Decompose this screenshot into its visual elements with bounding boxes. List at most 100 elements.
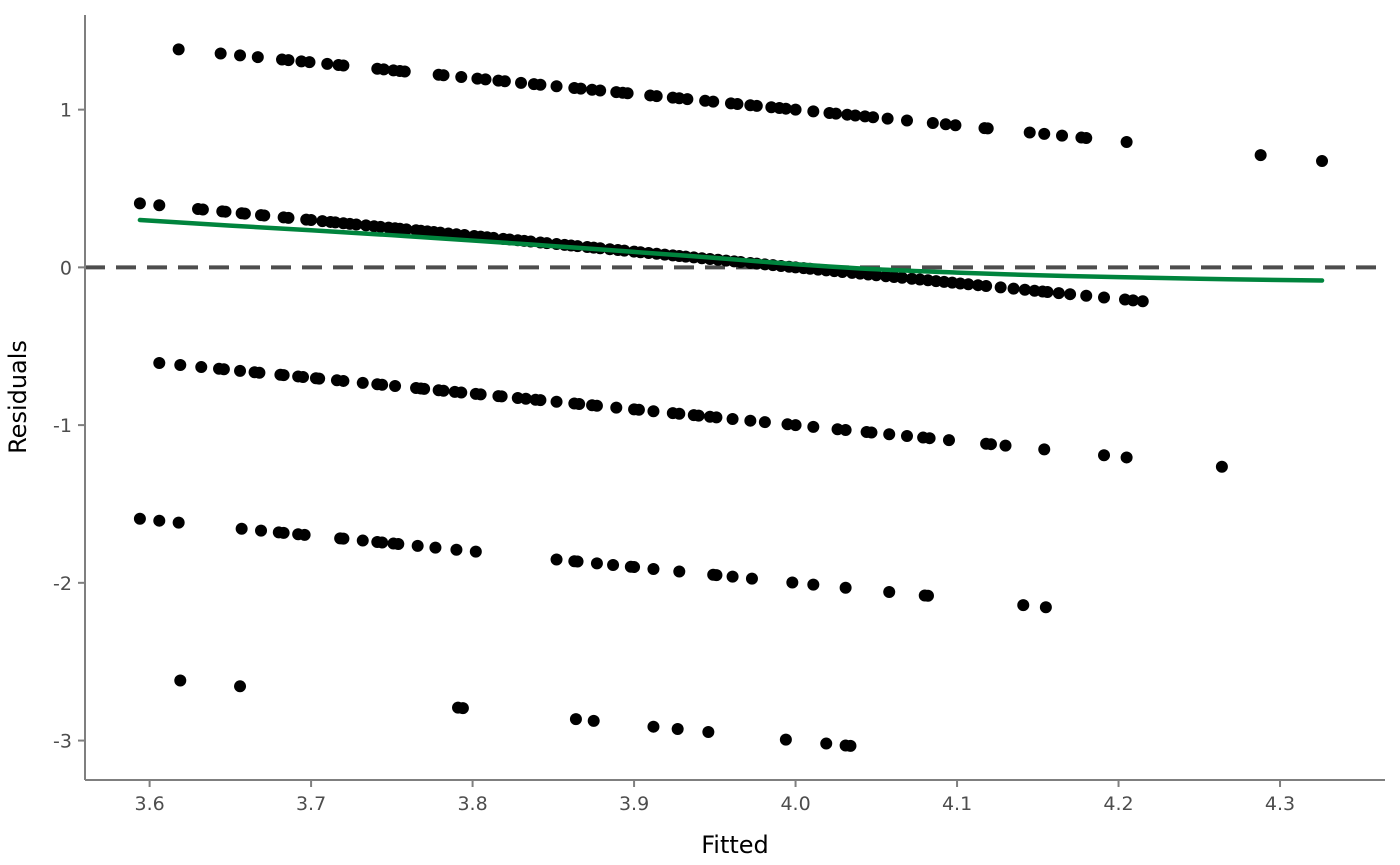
- data-point: [881, 112, 894, 125]
- data-point: [807, 420, 820, 433]
- data-point: [550, 395, 563, 408]
- data-point: [981, 122, 994, 135]
- data-point: [474, 388, 487, 401]
- data-point: [702, 726, 715, 739]
- data-point: [610, 401, 623, 414]
- data-point: [984, 438, 997, 451]
- data-point: [750, 99, 763, 112]
- data-point: [455, 70, 468, 83]
- data-point: [671, 723, 684, 736]
- data-point: [234, 680, 247, 693]
- data-point: [594, 84, 607, 97]
- data-point: [707, 95, 720, 108]
- data-point: [313, 372, 326, 385]
- data-point: [921, 589, 934, 602]
- data-point: [411, 539, 424, 552]
- data-point: [1136, 295, 1149, 308]
- data-point: [153, 356, 166, 369]
- x-tick-label: 3.7: [296, 793, 326, 815]
- data-point: [1018, 283, 1031, 296]
- x-tick-label: 4.2: [1103, 793, 1133, 815]
- data-point: [321, 57, 334, 70]
- data-point: [418, 382, 431, 395]
- data-point: [429, 541, 442, 554]
- data-point: [1038, 127, 1051, 140]
- y-tick-label: 1: [60, 100, 72, 122]
- points-layer: [133, 43, 1329, 752]
- data-point: [376, 378, 389, 391]
- data-point: [1120, 451, 1133, 464]
- data-point: [515, 76, 528, 89]
- data-point: [251, 51, 264, 64]
- data-point: [710, 569, 723, 582]
- data-point: [356, 376, 369, 389]
- data-point: [1098, 449, 1111, 462]
- data-point: [573, 397, 586, 410]
- axes-layer: [84, 15, 1385, 781]
- data-point: [779, 733, 792, 746]
- data-point: [377, 63, 390, 76]
- data-point: [282, 211, 295, 224]
- x-tick-label: 3.6: [134, 793, 164, 815]
- data-point: [867, 111, 880, 124]
- data-point: [437, 69, 450, 82]
- data-point: [849, 109, 862, 122]
- data-point: [234, 49, 247, 62]
- data-point: [1038, 443, 1051, 456]
- data-point: [829, 107, 842, 120]
- data-point: [498, 75, 511, 88]
- x-tick-label: 4.1: [942, 793, 972, 815]
- data-point: [883, 585, 896, 598]
- data-point: [376, 536, 389, 549]
- data-point: [479, 73, 492, 86]
- data-point: [258, 209, 271, 222]
- y-axis-title: Residuals: [4, 340, 32, 454]
- data-point: [392, 538, 405, 551]
- data-point: [337, 59, 350, 72]
- x-tick-label: 4.3: [1265, 793, 1295, 815]
- data-point: [980, 279, 993, 292]
- data-point: [1017, 599, 1030, 612]
- data-point: [692, 409, 705, 422]
- data-point: [235, 522, 248, 535]
- data-point: [238, 207, 251, 220]
- x-tick-label: 3.9: [619, 793, 649, 815]
- data-point: [356, 534, 369, 547]
- data-point: [195, 361, 208, 374]
- data-point: [900, 429, 913, 442]
- data-point: [779, 102, 792, 115]
- data-point: [999, 439, 1012, 452]
- data-point: [1254, 149, 1267, 162]
- data-point: [196, 203, 209, 216]
- data-point: [939, 118, 952, 131]
- data-point: [398, 65, 411, 78]
- data-point: [277, 526, 290, 539]
- data-point: [389, 379, 402, 392]
- data-point: [962, 278, 975, 291]
- data-point: [758, 416, 771, 429]
- data-point: [456, 702, 469, 715]
- data-point: [726, 570, 739, 583]
- data-point: [550, 80, 563, 93]
- data-point: [839, 423, 852, 436]
- data-point: [744, 414, 757, 427]
- data-point: [896, 271, 909, 284]
- data-point: [519, 392, 532, 405]
- data-point: [632, 403, 645, 416]
- data-point: [133, 512, 146, 525]
- data-point: [865, 426, 878, 439]
- data-point: [298, 528, 311, 541]
- data-point: [1064, 288, 1077, 301]
- data-point: [926, 117, 939, 130]
- data-point: [789, 103, 802, 116]
- data-point: [1039, 601, 1052, 614]
- data-point: [900, 114, 913, 127]
- data-point: [870, 269, 883, 282]
- ticks-layer: 3.6 3.7 3.8 3.9 4.0 4.1 4.2 4.3 -3 -2 -1 0 1: [53, 100, 1295, 815]
- data-point: [949, 119, 962, 132]
- data-point: [437, 384, 450, 397]
- data-point: [1098, 291, 1111, 304]
- data-point: [1120, 135, 1133, 148]
- data-point: [133, 197, 146, 210]
- data-point: [400, 223, 413, 236]
